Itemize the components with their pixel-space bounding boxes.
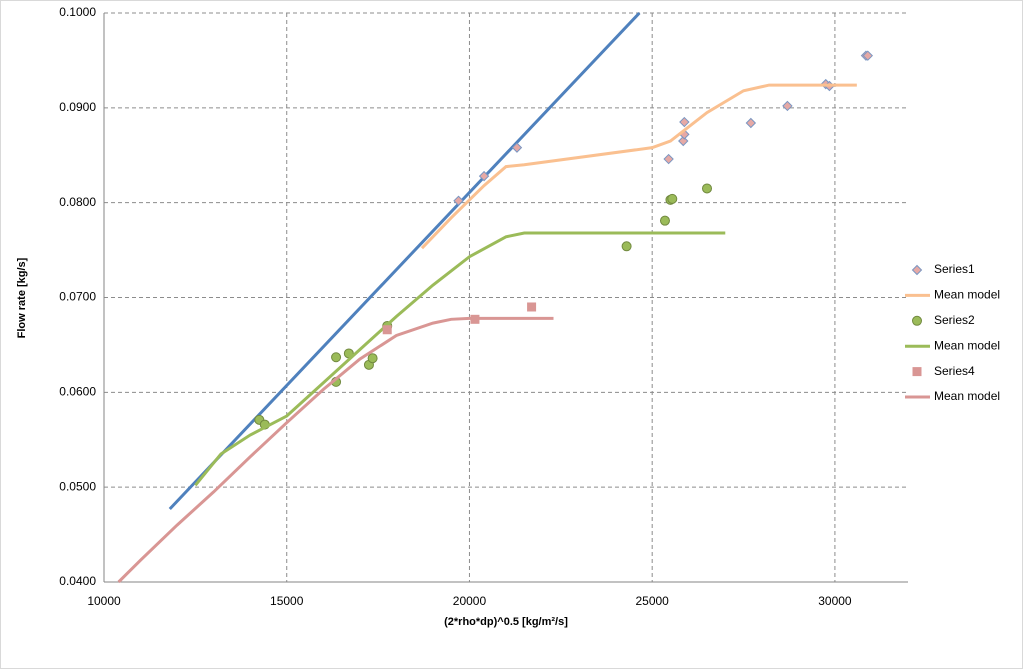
- data-point: [862, 50, 874, 61]
- legend-swatch: [911, 264, 923, 276]
- data-point: [331, 352, 342, 363]
- data-point: [663, 153, 674, 165]
- data-point: [527, 302, 537, 312]
- y-axis-title: Flow rate [kg/s]: [16, 257, 28, 338]
- y-tick-label: 0.0400: [59, 574, 96, 588]
- y-tick-label: 0.0500: [59, 479, 96, 493]
- x-axis-title: (2*rho*dp)^0.5 [kg/m²/s]: [444, 616, 568, 628]
- data-point: [745, 117, 757, 129]
- data-point: [679, 116, 690, 128]
- data-point: [478, 170, 490, 182]
- legend-label: Mean model: [934, 338, 1000, 352]
- legend-label: Series1: [934, 262, 975, 276]
- data-point: [659, 215, 670, 226]
- x-tick-label: 20000: [453, 594, 487, 608]
- legend-swatch: [912, 367, 922, 377]
- data-point: [702, 183, 712, 194]
- data-point: [678, 135, 689, 147]
- series-line: [117, 316, 554, 584]
- data-point: [667, 193, 678, 204]
- y-tick-label: 0.0800: [59, 195, 96, 209]
- x-tick-label: 10000: [87, 594, 121, 608]
- x-tick-label: 25000: [635, 594, 669, 608]
- legend-label: Series2: [934, 313, 975, 327]
- data-point: [621, 241, 632, 252]
- x-tick-label: 30000: [818, 594, 852, 608]
- data-point: [382, 325, 392, 335]
- data-point: [367, 353, 378, 364]
- legend-label: Mean model: [934, 389, 1000, 403]
- series-line: [194, 231, 726, 487]
- data-point: [453, 195, 464, 206]
- y-tick-label: 0.0600: [59, 385, 96, 399]
- y-tick-label: 0.0700: [59, 290, 96, 304]
- y-tick-label: 0.1000: [59, 5, 96, 19]
- y-tick-label: 0.0900: [59, 100, 96, 114]
- legend-label: Series4: [934, 364, 975, 378]
- series-line: [168, 11, 641, 511]
- legend-swatch: [912, 315, 922, 326]
- data-point: [511, 142, 523, 153]
- series-line: [420, 83, 857, 250]
- legend-label: Mean model: [934, 288, 1000, 302]
- data-point: [782, 100, 793, 112]
- x-tick-label: 15000: [270, 594, 304, 608]
